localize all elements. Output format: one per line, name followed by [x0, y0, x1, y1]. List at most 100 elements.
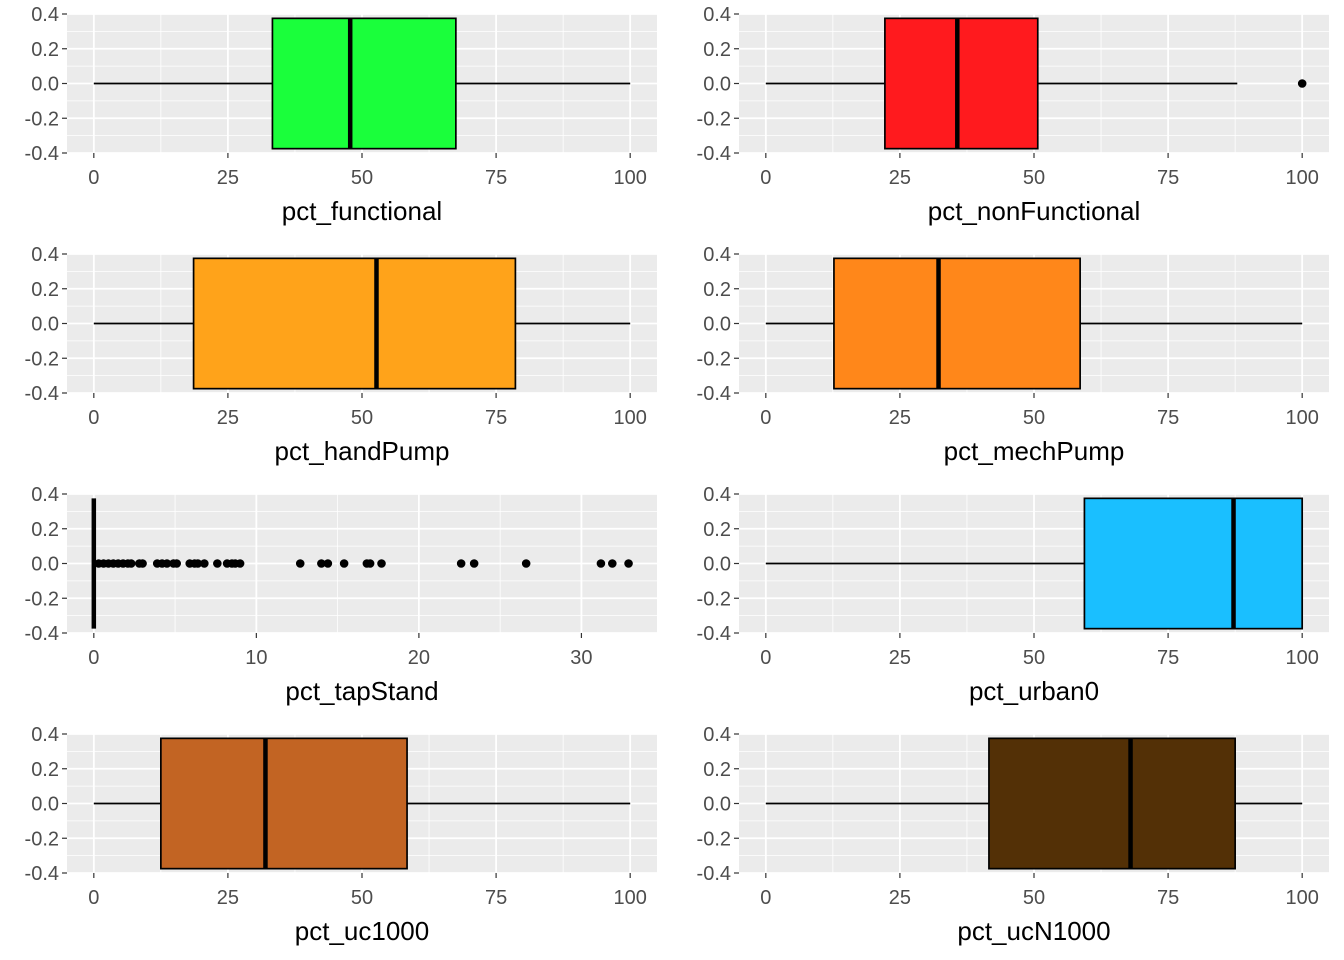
chart-3-x-tick-label: 25 — [217, 407, 239, 429]
chart-8-box — [988, 737, 1236, 870]
chart-5-outlier-point — [235, 559, 245, 568]
chart-6-x-tick-label: 75 — [1157, 647, 1179, 669]
chart-5-x-axis-title: pct_tapStand — [285, 676, 438, 706]
chart-6-y-tick-label: 0.2 — [703, 519, 731, 541]
chart-7-x-axis-title: pct_uc1000 — [295, 916, 429, 946]
chart-5-outlier-point — [596, 559, 606, 568]
chart-7-y-tick-label: -0.2 — [25, 828, 59, 850]
chart-1-x-tick-label: 50 — [351, 167, 373, 189]
chart-6-x-tick-label: 25 — [889, 647, 911, 669]
chart-5-outlier-point — [200, 559, 209, 568]
chart-3-x-tick-label: 50 — [351, 407, 373, 429]
chart-5-x-tick-label: 30 — [570, 647, 592, 669]
chart-5-outlier-point — [323, 559, 333, 568]
chart-7-x-tick-label: 0 — [88, 887, 99, 909]
chart-3-y-tick-label: -0.2 — [25, 348, 59, 370]
chart-4-y-tick-label: 0.4 — [703, 244, 731, 266]
chart-4-x-tick-label: 50 — [1023, 407, 1045, 429]
chart-5-y-tick-label: 0.4 — [31, 484, 59, 506]
chart-6-y-tick-label: 0.4 — [703, 484, 731, 506]
chart-6-y-tick-label: -0.4 — [697, 623, 731, 645]
chart-7-x-tick-label: 50 — [351, 887, 373, 909]
chart-5-outlier-point — [339, 559, 349, 568]
chart-1-x-tick-label: 75 — [485, 167, 507, 189]
chart-2-y-tick-label: 0.4 — [703, 4, 731, 26]
chart-3-y-tick-label: 0.2 — [31, 279, 59, 301]
chart-6-x-tick-label: 0 — [760, 647, 771, 669]
chart-1-box — [271, 17, 457, 150]
chart-4-x-tick-label: 0 — [760, 407, 771, 429]
chart-2-x-tick-label: 100 — [1285, 167, 1318, 189]
chart-2-x-axis-title: pct_nonFunctional — [928, 196, 1140, 226]
chart-2-outlier-point — [1297, 79, 1307, 88]
chart-4-x-axis-title: pct_mechPump — [944, 436, 1125, 466]
chart-5-outlier-point — [521, 559, 531, 568]
chart-2-y-tick-label: -0.4 — [697, 143, 731, 165]
chart-5-x-tick-label: 10 — [245, 647, 267, 669]
chart-5-x-tick-label: 20 — [408, 647, 430, 669]
chart-3-x-tick-label: 100 — [613, 407, 646, 429]
chart-4-x-tick-label: 75 — [1157, 407, 1179, 429]
chart-5-outlier-point — [193, 559, 203, 568]
chart-5-outlier-point — [162, 559, 172, 568]
chart-2-x-tick-label: 50 — [1023, 167, 1045, 189]
chart-8-x-tick-label: 50 — [1023, 887, 1045, 909]
chart-5-outlier-point — [317, 559, 326, 568]
chart-2-y-tick-label: -0.2 — [697, 108, 731, 130]
chart-3-x-axis-title: pct_handPump — [275, 436, 450, 466]
chart-5-x-tick-label: 0 — [88, 647, 99, 669]
chart-8-x-tick-label: 100 — [1285, 887, 1318, 909]
chart-8-y-tick-label: 0.2 — [703, 759, 731, 781]
chart-5-outlier-point — [213, 559, 222, 568]
chart-5-outlier-point — [365, 559, 375, 568]
chart-5-y-tick-label: 0.2 — [31, 519, 59, 541]
chart-3-y-tick-label: -0.4 — [25, 383, 59, 405]
chart-8-x-axis-title: pct_ucN1000 — [957, 916, 1110, 946]
chart-1-x-axis-title: pct_functional — [282, 196, 442, 226]
chart-5-outlier-point — [295, 559, 305, 568]
chart-4-box — [833, 257, 1081, 390]
chart-3-x-tick-label: 0 — [88, 407, 99, 429]
chart-4-x-tick-label: 25 — [889, 407, 911, 429]
chart-1-y-tick-label: -0.2 — [25, 108, 59, 130]
chart-6-y-tick-label: 0.0 — [703, 554, 731, 576]
chart-2-x-tick-label: 75 — [1157, 167, 1179, 189]
chart-8-y-tick-label: -0.2 — [697, 828, 731, 850]
chart-1-y-tick-label: 0.2 — [31, 39, 59, 61]
chart-3-y-tick-label: 0.4 — [31, 244, 59, 266]
chart-4-y-tick-label: -0.4 — [697, 383, 731, 405]
chart-1-x-tick-label: 25 — [217, 167, 239, 189]
chart-7-y-tick-label: 0.2 — [31, 759, 59, 781]
chart-6-y-tick-label: -0.2 — [697, 588, 731, 610]
chart-8-x-tick-label: 75 — [1157, 887, 1179, 909]
chart-1-y-tick-label: -0.4 — [25, 143, 59, 165]
chart-7-y-tick-label: 0.0 — [31, 794, 59, 816]
chart-6-x-tick-label: 100 — [1285, 647, 1318, 669]
chart-1-x-tick-label: 100 — [613, 167, 646, 189]
chart-5-outlier-point — [377, 559, 386, 568]
chart-5-y-tick-label: -0.2 — [25, 588, 59, 610]
chart-5-outlier-point — [624, 559, 633, 568]
chart-7-box — [160, 737, 408, 870]
chart-5-outlier-point — [126, 559, 136, 568]
chart-6-x-axis-title: pct_urban0 — [969, 676, 1099, 706]
chart-3-x-tick-label: 75 — [485, 407, 507, 429]
chart-4-y-tick-label: 0.0 — [703, 314, 731, 336]
chart-3-y-tick-label: 0.0 — [31, 314, 59, 336]
chart-5-outlier-point — [172, 559, 182, 568]
chart-4-x-tick-label: 100 — [1285, 407, 1318, 429]
chart-2-y-tick-label: 0.0 — [703, 74, 731, 96]
chart-5-y-tick-label: -0.4 — [25, 623, 59, 645]
chart-6-x-tick-label: 50 — [1023, 647, 1045, 669]
chart-3-box — [192, 257, 517, 390]
chart-4-y-tick-label: 0.2 — [703, 279, 731, 301]
chart-5-outlier-point — [608, 559, 617, 568]
chart-1-x-tick-label: 0 — [88, 167, 99, 189]
chart-4-y-tick-label: -0.2 — [697, 348, 731, 370]
chart-5-outlier-point — [138, 559, 147, 568]
chart-8-x-tick-label: 25 — [889, 887, 911, 909]
chart-8-y-tick-label: 0.0 — [703, 794, 731, 816]
chart-2-y-tick-label: 0.2 — [703, 39, 731, 61]
chart-2-x-tick-label: 25 — [889, 167, 911, 189]
chart-7-x-tick-label: 75 — [485, 887, 507, 909]
